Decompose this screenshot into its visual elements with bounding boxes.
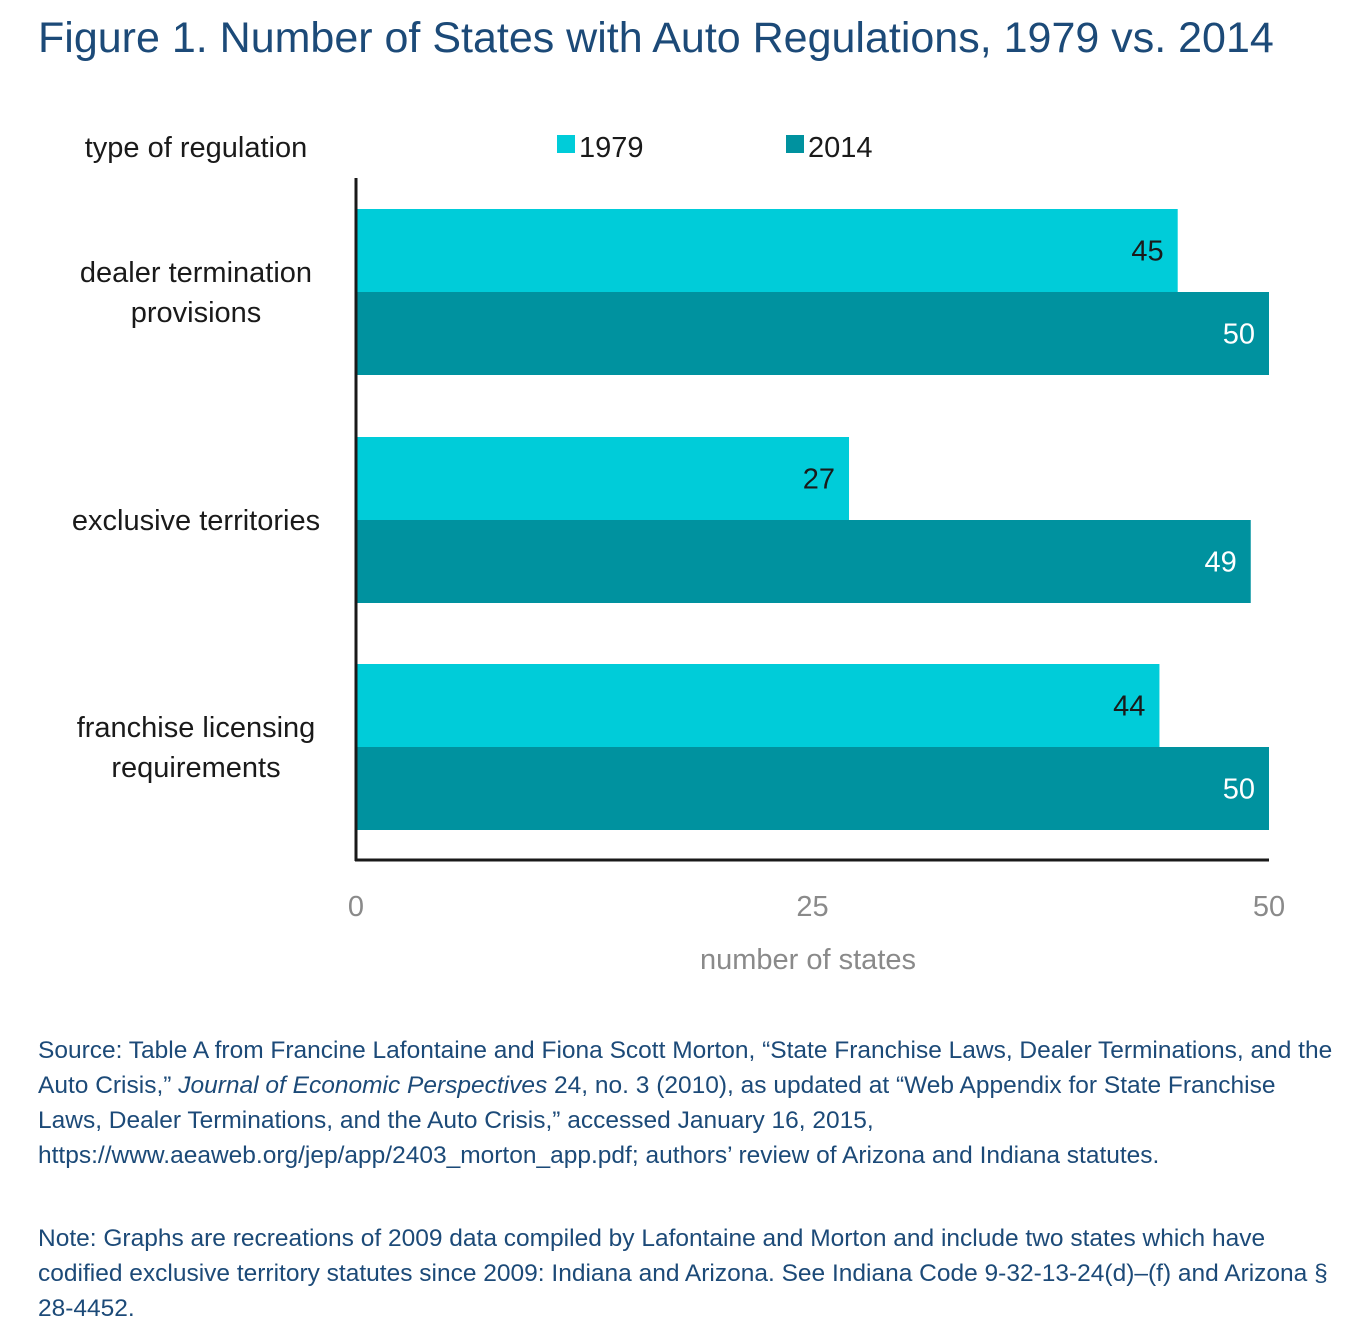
data-label-1979-3: 44 [1113,691,1145,723]
legend-label-1979: 1979 [579,132,644,164]
data-label-2014-3: 50 [1223,774,1255,806]
legend-swatch-1979 [557,135,575,153]
category-label-3-line-2: requirements [111,752,280,784]
bar-1979-2 [356,437,850,520]
x-tick-label-0: 0 [348,891,364,923]
bar-1979-3 [356,664,1160,747]
source-note: Source: Table A from Francine Lafontaine… [38,1033,1338,1173]
x-tick-label-25: 25 [796,891,828,923]
data-label-1979-1: 45 [1131,236,1163,268]
category-label-1-line-1: dealer termination [80,257,312,289]
category-axis-label: type of regulation [85,132,307,164]
x-tick-label-50: 50 [1253,891,1285,923]
bar-1979-1 [356,209,1178,292]
source-journal: Journal of Economic Perspectives [178,1072,548,1099]
data-label-1979-2: 27 [803,464,835,496]
data-label-2014-2: 49 [1204,547,1236,579]
data-note: Note: Graphs are recreations of 2009 dat… [38,1225,1328,1322]
source-text-2: 24, no. 3 (2010), as updated at “Web App… [38,1072,1276,1169]
bar-2014-2 [356,520,1251,603]
bar-2014-1 [356,292,1269,375]
category-label-1-line-2: provisions [131,297,262,329]
bar-2014-3 [356,747,1269,830]
legend-label-2014: 2014 [808,132,873,164]
source-text-1: Source: Table A from Francine Lafontaine… [38,1037,1333,1099]
category-label-3-line-1: franchise licensing [77,712,316,744]
legend-swatch-2014 [786,135,804,153]
x-axis-label: number of states [700,944,916,976]
data-label-2014-1: 50 [1223,319,1255,351]
bar-chart: type of regulation 1979 2014 45 50 dealer ter… [72,132,1285,976]
figure-title: Figure 1. Number of States with Auto Reg… [38,14,1274,62]
category-label-2-line-1: exclusive territories [72,505,320,537]
